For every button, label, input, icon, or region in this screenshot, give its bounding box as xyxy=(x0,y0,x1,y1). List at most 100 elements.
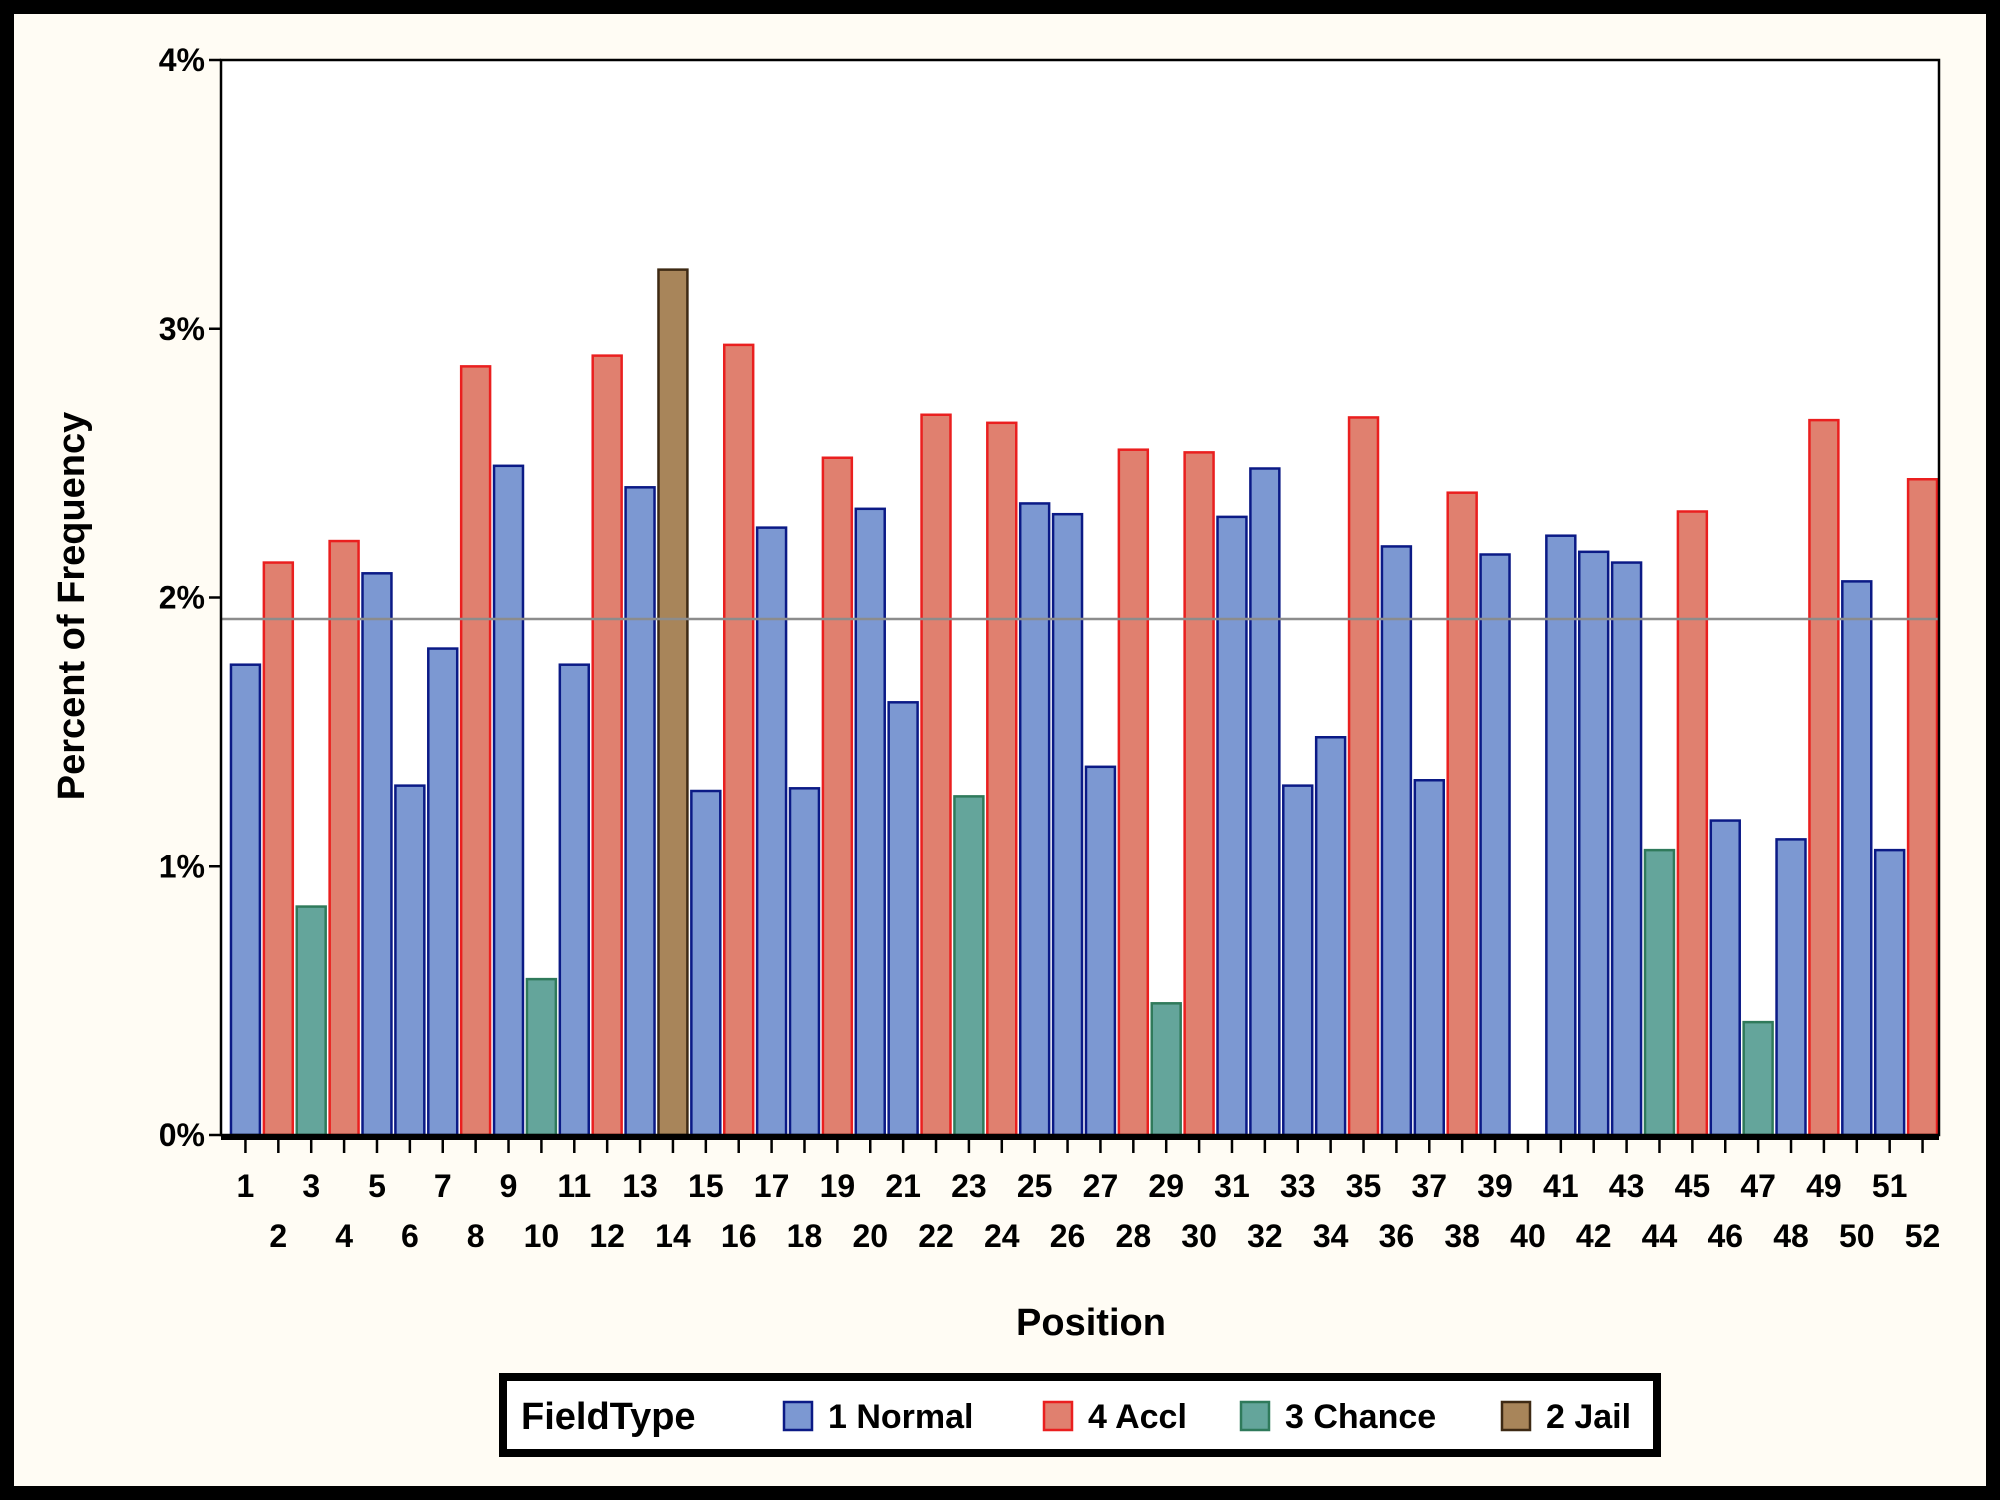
x-tick-label: 52 xyxy=(1905,1218,1941,1254)
bar-position-41 xyxy=(1545,534,1577,1137)
x-axis-ticks: 1234567891011121314151617181920212223242… xyxy=(237,1140,1941,1254)
bar-position-13 xyxy=(624,486,656,1137)
x-tick-label: 48 xyxy=(1773,1218,1809,1254)
bar-position-29 xyxy=(1150,1002,1182,1137)
x-tick-label: 1 xyxy=(237,1168,255,1204)
x-tick-label: 16 xyxy=(721,1218,757,1254)
x-tick-label: 42 xyxy=(1576,1218,1612,1254)
x-tick-label: 11 xyxy=(557,1168,591,1204)
x-tick-label: 30 xyxy=(1181,1218,1217,1254)
legend-label: 4 Accl xyxy=(1088,1398,1187,1436)
bar-position-17 xyxy=(755,526,788,1137)
legend-title: FieldType xyxy=(521,1396,696,1438)
bar-position-2 xyxy=(262,561,295,1137)
bar-position-3 xyxy=(295,905,327,1137)
x-tick-label: 15 xyxy=(688,1168,724,1204)
x-tick-label: 33 xyxy=(1280,1168,1316,1204)
legend-swatch xyxy=(1500,1400,1532,1432)
bar-position-19 xyxy=(821,456,854,1137)
x-tick-label: 49 xyxy=(1806,1168,1842,1204)
bar-position-52 xyxy=(1906,478,1939,1137)
x-tick-label: 25 xyxy=(1017,1168,1053,1204)
bar-position-50 xyxy=(1841,580,1873,1137)
x-tick-label: 17 xyxy=(754,1168,790,1204)
bar-position-25 xyxy=(1018,502,1051,1137)
bar-position-6 xyxy=(394,784,426,1137)
x-tick-label: 24 xyxy=(984,1218,1020,1254)
x-tick-label: 9 xyxy=(500,1168,518,1204)
bar-position-26 xyxy=(1051,512,1084,1137)
chart-frame: 0% 1% 2% 3% 4% 1 2 3 4 5 6 7 8 9 10 11 12 13 14 15 16 17 18 19… xyxy=(14,14,1986,1486)
bar-position-42 xyxy=(1577,550,1610,1137)
x-tick-label: 37 xyxy=(1411,1168,1447,1204)
y-tick-label: 1% xyxy=(159,848,205,884)
bar-position-31 xyxy=(1216,515,1248,1137)
bar-position-34 xyxy=(1314,736,1347,1137)
x-tick-label: 29 xyxy=(1148,1168,1184,1204)
bar-chart: 0%1%2%3%4% 12345678910111213141516171819… xyxy=(51,42,1941,1457)
x-tick-label: 51 xyxy=(1872,1168,1908,1204)
legend-border xyxy=(499,1373,1661,1457)
x-tick-label: 38 xyxy=(1444,1218,1480,1254)
x-tick-label: 26 xyxy=(1050,1218,1086,1254)
bar-position-18 xyxy=(788,787,821,1137)
x-tick-label: 22 xyxy=(918,1218,954,1254)
bar-position-44 xyxy=(1643,848,1676,1137)
y-tick-label: 4% xyxy=(159,42,205,78)
x-tick-label: 40 xyxy=(1510,1218,1546,1254)
bar-position-47 xyxy=(1742,1020,1774,1137)
x-tick-label: 12 xyxy=(589,1218,625,1254)
x-tick-label: 34 xyxy=(1313,1218,1349,1254)
bar-position-22 xyxy=(920,413,952,1137)
x-tick-label: 32 xyxy=(1247,1218,1283,1254)
legend-swatch xyxy=(1042,1400,1074,1432)
x-tick-label: 5 xyxy=(368,1168,386,1204)
x-axis-title: Position xyxy=(1016,1302,1166,1344)
bar-position-20 xyxy=(854,507,886,1137)
x-tick-label: 13 xyxy=(622,1168,658,1204)
x-tick-label: 36 xyxy=(1379,1218,1415,1254)
bar-position-45 xyxy=(1676,510,1709,1137)
bar-position-51 xyxy=(1873,848,1906,1137)
bar-position-48 xyxy=(1775,838,1807,1137)
bar-position-28 xyxy=(1117,448,1150,1137)
x-tick-label: 45 xyxy=(1675,1168,1711,1204)
x-tick-label: 35 xyxy=(1346,1168,1382,1204)
x-tick-label: 50 xyxy=(1839,1218,1875,1254)
x-tick-label: 20 xyxy=(852,1218,888,1254)
bar-position-11 xyxy=(558,663,591,1137)
legend-label: 1 Normal xyxy=(828,1398,974,1436)
x-tick-label: 7 xyxy=(434,1168,452,1204)
bar-position-38 xyxy=(1446,491,1478,1137)
x-tick-label: 2 xyxy=(269,1218,287,1254)
bar-position-35 xyxy=(1347,416,1380,1137)
x-tick-label: 3 xyxy=(302,1168,320,1204)
bar-position-1 xyxy=(229,663,262,1137)
legend-label: 2 Jail xyxy=(1546,1398,1631,1436)
bar-position-43 xyxy=(1610,561,1643,1137)
legend-swatch xyxy=(1239,1400,1271,1432)
bar-position-36 xyxy=(1380,545,1413,1137)
bar-position-9 xyxy=(492,464,525,1137)
x-tick-label: 4 xyxy=(335,1218,353,1254)
bar-position-37 xyxy=(1413,779,1446,1137)
bar-position-7 xyxy=(427,647,459,1137)
x-tick-label: 23 xyxy=(951,1168,987,1204)
bar-position-24 xyxy=(986,421,1018,1137)
x-tick-label: 27 xyxy=(1083,1168,1119,1204)
y-axis-title: Percent of Frequency xyxy=(51,412,93,801)
x-tick-label: 10 xyxy=(524,1218,560,1254)
bar-position-39 xyxy=(1479,553,1511,1137)
bar-position-14 xyxy=(657,268,689,1137)
x-tick-label: 28 xyxy=(1116,1218,1152,1254)
y-tick-label: 0% xyxy=(159,1117,205,1153)
x-tick-label: 19 xyxy=(820,1168,856,1204)
x-tick-label: 47 xyxy=(1740,1168,1776,1204)
y-tick-label: 2% xyxy=(159,580,205,616)
x-tick-label: 41 xyxy=(1543,1168,1579,1204)
bar-position-16 xyxy=(722,343,755,1137)
bar-position-21 xyxy=(887,701,919,1137)
bar-position-32 xyxy=(1249,467,1281,1137)
y-axis-ticks: 0% 1% 2% 3% 4% xyxy=(159,42,221,1153)
bar-position-49 xyxy=(1808,418,1840,1137)
